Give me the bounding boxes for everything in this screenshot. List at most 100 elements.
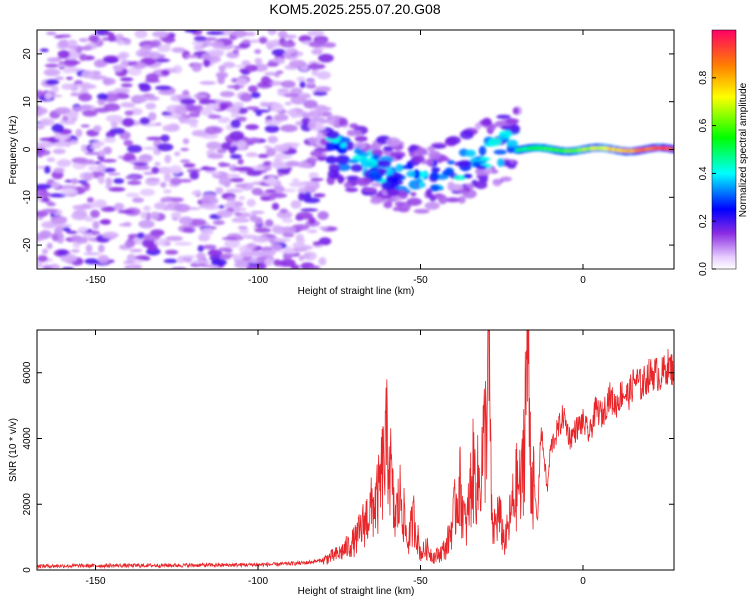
heatmap-blob <box>115 33 124 39</box>
heatmap-blob <box>265 147 276 157</box>
heatmap-blob <box>193 35 207 42</box>
heatmap-blob <box>475 165 487 170</box>
heatmap-blob <box>222 61 236 69</box>
heatmap-blob <box>498 134 508 140</box>
heatmap-blob <box>306 79 315 86</box>
colorbar-ticks: 0.0 0.2 0.4 0.6 0.8 <box>698 70 716 276</box>
heatmap-blob <box>182 227 193 233</box>
heatmap-blob <box>120 101 133 108</box>
heatmap-blob <box>82 110 98 117</box>
heatmap-blob <box>512 107 520 115</box>
heatmap-blob <box>198 99 217 105</box>
heatmap-blob <box>160 181 167 188</box>
heatmap-blob <box>314 120 322 130</box>
heatmap-blob <box>209 50 223 58</box>
heatmap-blob <box>301 117 311 125</box>
heatmap-blob <box>46 242 53 250</box>
heatmap-blob <box>406 197 422 206</box>
heatmap-blob <box>448 183 464 191</box>
heatmap-blob <box>192 259 210 265</box>
snr-xtick-label: -50 <box>413 576 428 587</box>
heatmap-blob <box>138 219 155 229</box>
heatmap-blob <box>143 171 155 175</box>
heatmap-blob <box>394 201 405 207</box>
heatmap-blob <box>72 204 89 210</box>
snr-ytick-label: 6000 <box>22 361 33 384</box>
heatmap-blob <box>46 157 56 163</box>
heatmap-blob <box>101 37 110 41</box>
heatmap-blob <box>197 245 204 253</box>
heatmap-blob <box>138 154 153 163</box>
heatmap-blob <box>510 124 520 134</box>
spectrogram-ytick-label: -10 <box>22 190 33 205</box>
heatmap-blob <box>200 196 219 205</box>
heatmap-blob <box>285 48 298 55</box>
heatmap-blob <box>232 49 240 54</box>
heatmap-blob <box>267 79 274 84</box>
heatmap-blob <box>385 199 393 209</box>
heatmap-blob <box>298 192 305 202</box>
heatmap-blob <box>254 49 262 55</box>
heatmap-blob <box>218 205 225 209</box>
heatmap-blob <box>162 37 176 43</box>
heatmap-blob <box>245 124 259 130</box>
heatmap-blob <box>309 62 319 71</box>
heatmap-blob <box>184 30 198 33</box>
heatmap-blob <box>53 167 65 174</box>
heatmap-blob <box>147 51 161 59</box>
heatmap-blob <box>500 125 513 131</box>
heatmap-blob <box>276 210 293 219</box>
heatmap-blob <box>42 266 53 269</box>
heatmap-blob <box>72 106 82 112</box>
heatmap-blob <box>46 58 62 63</box>
heatmap-blob <box>57 50 70 59</box>
heatmap-blob <box>84 151 101 155</box>
heatmap-blob <box>251 187 264 196</box>
heatmap-blob <box>41 248 49 255</box>
heatmap-blob <box>344 141 355 151</box>
heatmap-blob <box>169 197 184 203</box>
heatmap-blob <box>233 216 247 222</box>
heatmap-blob <box>300 93 311 99</box>
heatmap-blob <box>164 154 172 164</box>
heatmap-blob <box>127 264 143 269</box>
heatmap-blob <box>359 157 368 165</box>
heatmap-blob <box>81 182 90 187</box>
heatmap-blob <box>67 39 78 48</box>
heatmap-blob <box>185 54 199 59</box>
heatmap-blob <box>39 118 55 126</box>
snr-ylabel: SNR (10 * v/v) <box>8 418 19 482</box>
heatmap-blob <box>113 64 123 73</box>
heatmap-blob <box>80 124 90 128</box>
heatmap-blob <box>81 69 95 79</box>
heatmap-blob <box>281 218 294 223</box>
heatmap-blob <box>191 129 208 137</box>
heatmap-blob <box>89 202 99 209</box>
heatmap-blob <box>292 242 306 249</box>
heatmap-blob <box>155 58 171 63</box>
heatmap-blob <box>174 106 188 115</box>
heatmap-blob <box>444 167 454 176</box>
heatmap-blob <box>484 167 494 173</box>
heatmap-blob <box>387 188 400 197</box>
heatmap-blob <box>497 158 505 168</box>
heatmap-blob <box>147 243 158 251</box>
colorbar-tick-label: 0.2 <box>698 214 709 228</box>
heatmap-blob <box>80 144 89 152</box>
heatmap-blob <box>386 137 401 147</box>
heatmap-blob <box>284 246 293 254</box>
heatmap-blob <box>88 34 100 43</box>
heatmap-blob <box>151 166 160 174</box>
heatmap-blob <box>105 114 123 123</box>
heatmap-blob <box>217 116 231 124</box>
heatmap-blob <box>236 140 248 150</box>
heatmap-blob <box>162 124 177 132</box>
heatmap-blob <box>488 137 502 146</box>
heatmap-blob <box>108 187 126 192</box>
heatmap-blob <box>318 53 334 63</box>
chart-title: KOM5.2025.255.07.20.G08 <box>269 1 440 17</box>
heatmap-blob <box>96 93 109 100</box>
heatmap-blob <box>299 80 306 89</box>
heatmap-blob <box>174 203 191 213</box>
heatmap-blob <box>130 95 148 103</box>
